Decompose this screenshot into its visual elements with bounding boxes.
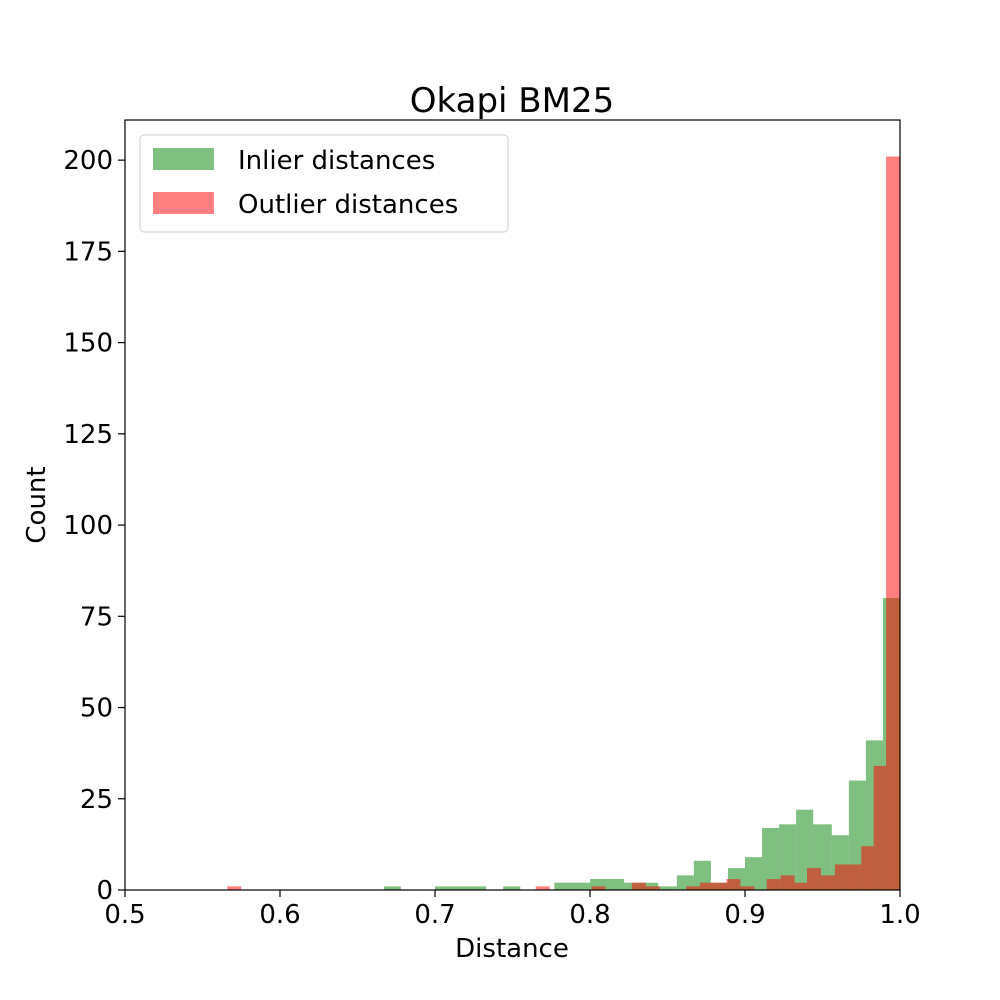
plot-frame: [124, 119, 901, 891]
x-tick-label-1: 0.6: [259, 900, 300, 930]
outlier-bar-17: [861, 846, 874, 890]
x-tick-label-4: 0.9: [724, 900, 765, 930]
x-tick-label-2: 0.7: [414, 900, 455, 930]
ticks-layer: 0.5 0.6 0.7 0.8 0.9 1.0 0 25 50 75 100 125 150 175 200: [63, 146, 920, 930]
y-tick-label-8: 200: [63, 146, 113, 176]
outlier-bar-16: [847, 864, 862, 890]
bars-layer: [227, 156, 900, 890]
outlier-bar-1: [535, 886, 550, 890]
inlier-bar-14: [779, 824, 797, 890]
outlier-bar-9: [740, 886, 755, 890]
x-tick-label-3: 0.8: [569, 900, 610, 930]
y-tick-label-6: 150: [63, 329, 113, 359]
x-tick-label-5: 1.0: [879, 900, 920, 930]
outlier-bar-4: [645, 886, 660, 890]
legend-swatch-inlier: [153, 148, 214, 170]
y-tick-label-4: 100: [63, 511, 113, 541]
y-tick-label-2: 50: [80, 694, 113, 724]
outlier-bar-7: [714, 882, 727, 890]
legend: Inlier distances Outlier distances: [139, 134, 509, 233]
outlier-bar-13: [807, 868, 821, 890]
y-tick-label-7: 175: [63, 237, 113, 267]
legend-label-inlier: Inlier distances: [238, 146, 435, 176]
outlier-bar-19: [886, 156, 900, 890]
y-tick-label-5: 125: [63, 420, 113, 450]
y-tick-label-0: 0: [96, 876, 113, 906]
y-tick-label-1: 25: [80, 785, 113, 815]
outlier-bar-10: [766, 879, 781, 890]
outlier-bar-6: [700, 882, 714, 890]
inlier-bar-2: [503, 886, 521, 890]
inlier-bar-4: [590, 879, 625, 890]
outlier-bar-0: [227, 886, 242, 890]
outlier-bar-5: [686, 886, 701, 890]
outlier-bar-11: [780, 875, 795, 890]
inlier-bar-3: [554, 882, 590, 890]
outlier-bar-3: [631, 882, 646, 890]
outlier-bar-14: [820, 875, 835, 890]
legend-swatch-outlier: [153, 192, 214, 214]
inlier-bar-7: [658, 886, 677, 890]
legend-box: [139, 134, 509, 233]
x-tick-label-0: 0.5: [104, 900, 145, 930]
y-axis-label: Count: [22, 466, 52, 543]
outlier-bar-18: [873, 765, 887, 890]
inlier-bar-1: [435, 886, 487, 890]
outlier-bar-12: [794, 882, 807, 890]
y-tick-label-3: 75: [80, 602, 113, 632]
chart-title: Okapi BM25: [410, 81, 614, 121]
outlier-bar-2: [591, 886, 606, 890]
inlier-bar-13: [762, 827, 780, 890]
outlier-bar-15: [834, 864, 848, 890]
outlier-bar-8: [726, 879, 741, 890]
inlier-bar-12: [745, 857, 763, 890]
x-axis-label: Distance: [455, 934, 569, 964]
inlier-bar-0: [383, 886, 401, 890]
legend-label-outlier: Outlier distances: [238, 190, 458, 220]
